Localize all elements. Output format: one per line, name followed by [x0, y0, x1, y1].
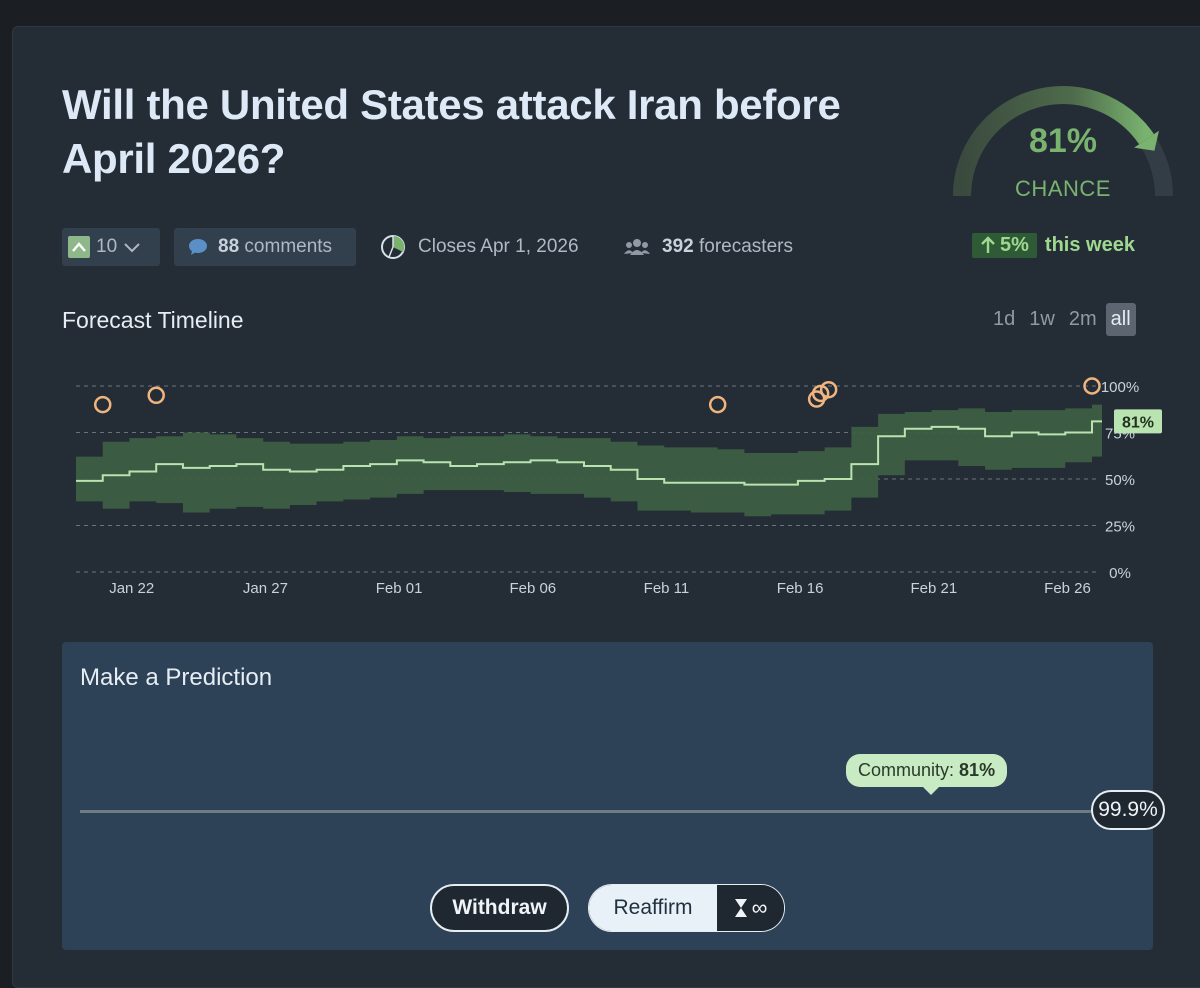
weekly-change-value: 5% [1000, 233, 1029, 256]
forecasters-count: 392 forecasters [624, 228, 793, 266]
x-tick-label: Feb 26 [1044, 580, 1091, 597]
close-date-text: Closes Apr 1, 2026 [418, 236, 579, 257]
reaffirm-button-group[interactable]: Reaffirm ∞ [588, 884, 785, 932]
clock-pie-icon [381, 235, 405, 259]
current-value-badge [1114, 409, 1162, 434]
arrow-up-icon [981, 236, 995, 253]
comment-icon [189, 239, 207, 255]
prediction-slider-handle[interactable]: 99.9% [1091, 790, 1165, 830]
comments-button[interactable]: 88 comments [174, 228, 356, 266]
forecasters-label: forecasters [698, 236, 793, 257]
forecasters-number: 392 [662, 236, 694, 257]
community-label: Community: [858, 760, 955, 780]
probability-gauge [953, 86, 1173, 197]
user-forecast-point [819, 380, 838, 399]
timeline-title: Forecast Timeline [62, 307, 244, 333]
hourglass-icon [734, 899, 747, 917]
confidence-band [76, 404, 1102, 517]
gauge-caption: CHANCE [1015, 176, 1111, 201]
users-icon [624, 239, 650, 255]
reaffirm-button[interactable]: Reaffirm [589, 885, 717, 931]
question-title: Will the United States attack Iran befor… [62, 81, 841, 182]
x-tick-label: Feb 11 [644, 580, 690, 597]
x-tick-label: Jan 27 [243, 580, 288, 597]
weekly-change-label: this week [1044, 233, 1135, 256]
x-tick-label: Feb 21 [910, 580, 957, 597]
x-tick-label: Feb 06 [509, 580, 556, 597]
user-forecast-point [811, 384, 830, 403]
user-forecast-point [147, 386, 165, 405]
infinity-label: ∞ [751, 895, 768, 920]
prediction-title: Make a Prediction [80, 664, 273, 691]
prediction-panel: Make a Prediction Community: 81% 99.9% W… [62, 642, 1165, 950]
range-2m[interactable]: 2m [1068, 308, 1097, 330]
comments-label: comments [244, 236, 333, 257]
median-line [76, 420, 1102, 486]
upvote-icon[interactable] [68, 236, 90, 258]
gauge-arrow-icon [1134, 130, 1159, 151]
range-1d[interactable]: 1d [993, 308, 1016, 330]
weekly-change-badge: 5% [972, 232, 1037, 258]
x-tick-label: Feb 01 [376, 580, 423, 597]
prediction-slider-track[interactable] [80, 810, 1100, 813]
forecast-chart[interactable]: 100%75%50%25%0%Jan 22 Jan 27 Feb 01 Feb 06 F… [62, 370, 1172, 605]
weekly-change: 5% this week [972, 231, 1135, 259]
user-forecast-point [93, 395, 112, 414]
community-tooltip: Community: 81% [846, 754, 1008, 795]
x-tick-label: Jan 22 [109, 580, 154, 597]
y-tick-label: 0% [1109, 565, 1131, 582]
community-value: 81% [959, 760, 996, 780]
current-value-label: 81% [1122, 414, 1154, 431]
vote-control[interactable]: 10 [62, 228, 160, 266]
y-tick-label: 100% [1101, 379, 1139, 396]
x-tick-label: Feb 16 [777, 580, 824, 597]
vote-count: 10 [96, 236, 118, 257]
chevron-down-icon[interactable] [123, 241, 141, 253]
expiry-button[interactable]: ∞ [717, 885, 784, 931]
comments-count: 88 [218, 236, 240, 257]
range-1w[interactable]: 1w [1029, 308, 1055, 330]
y-tick-label: 25% [1105, 519, 1135, 536]
withdraw-button[interactable]: Withdraw [430, 884, 569, 932]
user-forecast-point [708, 395, 727, 414]
y-tick-label: 50% [1105, 472, 1135, 489]
user-forecast-point [1083, 377, 1101, 395]
gauge-value: 81% [1028, 122, 1098, 160]
range-selector: 1d 1w 2m all [988, 303, 1136, 336]
range-all[interactable]: all [1105, 303, 1136, 336]
close-date: Closes Apr 1, 2026 [380, 228, 579, 266]
gauge-fill [953, 86, 1154, 197]
